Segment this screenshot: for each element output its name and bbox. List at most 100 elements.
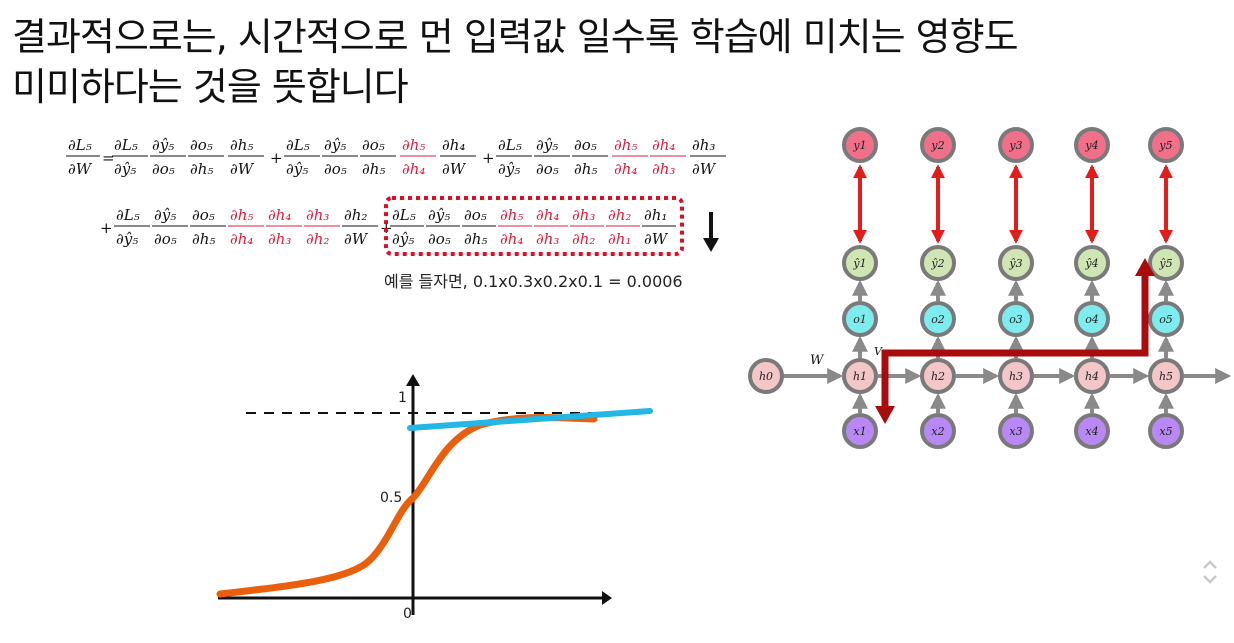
- node-x3-label: x3: [1009, 425, 1022, 438]
- svg-text:∂ŷ₅: ∂ŷ₅: [114, 160, 136, 178]
- node-y3-label: y3: [1008, 139, 1022, 152]
- svg-text:∂h₂: ∂h₂: [608, 206, 631, 224]
- svg-text:∂h₅: ∂h₅: [574, 160, 597, 178]
- svg-text:∂o₅: ∂o₅: [428, 230, 451, 248]
- svg-text:∂h₅: ∂h₅: [192, 230, 215, 248]
- node-y2-label: y2: [930, 139, 944, 152]
- node-y4-label: y4: [1084, 139, 1098, 152]
- scroll-arrows-icon[interactable]: [1198, 556, 1222, 588]
- svg-text:∂L₅: ∂L₅: [392, 206, 416, 224]
- svg-text:∂ŷ₅: ∂ŷ₅: [392, 230, 414, 248]
- svg-text:∂W: ∂W: [692, 160, 717, 178]
- node-o1: o1: [842, 301, 878, 337]
- node-yhat2: ŷ2: [920, 245, 956, 281]
- node-o4: o4: [1074, 301, 1110, 337]
- node-h4-label: h4: [1085, 370, 1099, 383]
- svg-text:∂L₅: ∂L₅: [68, 136, 92, 154]
- node-o5-label: o5: [1159, 313, 1173, 326]
- node-h1-label: h1: [853, 370, 867, 383]
- svg-text:∂o₅: ∂o₅: [152, 160, 175, 178]
- label-half: 0.5: [380, 490, 402, 506]
- svg-text:∂o₅: ∂o₅: [154, 230, 177, 248]
- node-y2: y2: [920, 127, 956, 163]
- node-y4: y4: [1074, 127, 1110, 163]
- node-y5-label: y5: [1158, 139, 1172, 152]
- node-yhat3-label: ŷ3: [1008, 257, 1022, 270]
- svg-text:∂h₃: ∂h₃: [572, 206, 595, 224]
- example-caption: 예를 들자면, 0.1x0.3x0.2x0.1 = 0.0006: [384, 272, 683, 291]
- svg-text:∂L₅: ∂L₅: [286, 136, 310, 154]
- svg-text:∂ŷ₅: ∂ŷ₅: [498, 160, 520, 178]
- svg-text:∂h₄: ∂h₄: [402, 160, 425, 178]
- node-x1: x1: [842, 413, 878, 449]
- node-h5: h5: [1148, 358, 1184, 394]
- node-x3: x3: [998, 413, 1034, 449]
- node-x5: x5: [1148, 413, 1184, 449]
- svg-text:∂L₅: ∂L₅: [114, 136, 138, 154]
- slide-title: 결과적으로는, 시간적으로 먼 입력값 일수록 학습에 미치는 영향도 미미하다…: [12, 12, 1112, 112]
- rnn-diagram: h0 y1 ŷ1 o1 h1 x1 y2 ŷ2 o2 h2 x2 y3 ŷ3 o3 h3 x3 y4 ŷ4 o4 h4…: [748, 127, 1232, 449]
- node-h3: h3: [998, 358, 1034, 394]
- node-y3: y3: [998, 127, 1034, 163]
- node-y5: y5: [1148, 127, 1184, 163]
- node-x1-label: x1: [853, 425, 866, 438]
- node-o2: o2: [920, 301, 956, 337]
- node-yhat1: ŷ1: [842, 245, 878, 281]
- svg-text:∂h₃: ∂h₃: [536, 230, 559, 248]
- svg-text:∂ŷ₅: ∂ŷ₅: [428, 206, 450, 224]
- node-h1: h1: [842, 358, 878, 394]
- node-h5-label: h5: [1159, 370, 1173, 383]
- svg-text:∂h₄: ∂h₄: [268, 206, 291, 224]
- svg-text:∂h₅: ∂h₅: [464, 230, 487, 248]
- svg-text:∂h₃: ∂h₃: [652, 160, 675, 178]
- node-yhat1-label: ŷ1: [852, 257, 866, 270]
- label-w: W: [810, 353, 825, 368]
- svg-text:∂h₅: ∂h₅: [190, 160, 213, 178]
- y-axis-arrow: [406, 374, 420, 386]
- svg-text:∂h₄: ∂h₄: [230, 230, 253, 248]
- node-o3: o3: [998, 301, 1034, 337]
- svg-text:∂ŷ₅: ∂ŷ₅: [286, 160, 308, 178]
- svg-text:∂ŷ₅: ∂ŷ₅: [116, 230, 138, 248]
- svg-text:∂h₃: ∂h₃: [306, 206, 329, 224]
- svg-text:∂W: ∂W: [68, 160, 93, 178]
- label-one: 1: [398, 390, 407, 406]
- node-x5-label: x5: [1159, 425, 1172, 438]
- node-x4-label: x4: [1085, 425, 1098, 438]
- sigmoid-curve: [216, 413, 598, 598]
- svg-text:∂h₁: ∂h₁: [608, 230, 631, 248]
- svg-text:∂o₅: ∂o₅: [574, 136, 597, 154]
- sigmoid-plot: 1 0.5 0: [216, 374, 653, 622]
- svg-text:+: +: [270, 149, 283, 167]
- node-h2-label: h2: [931, 370, 945, 383]
- node-h4: h4: [1074, 358, 1110, 394]
- svg-text:∂W: ∂W: [644, 230, 669, 248]
- node-o2-label: o2: [931, 313, 945, 326]
- svg-text:∂ŷ₅: ∂ŷ₅: [152, 136, 174, 154]
- svg-text:∂h₅: ∂h₅: [230, 136, 253, 154]
- down-arrow-icon: [703, 212, 719, 252]
- rnn-edges: [782, 164, 1232, 413]
- svg-text:∂L₅: ∂L₅: [498, 136, 522, 154]
- node-o5: o5: [1148, 301, 1184, 337]
- svg-text:∂h₄: ∂h₄: [652, 136, 675, 154]
- node-y1-label: y1: [852, 139, 866, 152]
- slide-title-line2: 미미하다는 것을 뜻합니다: [12, 65, 409, 109]
- formula-row-2: + ∂L₅ ∂ŷ₅ ∂ŷ₅ ∂o₅ ∂o₅ ∂h₅ ∂h₅ ∂h₄ ∂h₄ ∂h₃ ∂h₃…: [100, 206, 676, 248]
- svg-text:∂W: ∂W: [442, 160, 467, 178]
- svg-text:∂ŷ₅: ∂ŷ₅: [536, 136, 558, 154]
- svg-text:∂ŷ₅: ∂ŷ₅: [324, 136, 346, 154]
- slide-title-line1: 결과적으로는, 시간적으로 먼 입력값 일수록 학습에 미치는 영향도: [12, 15, 1019, 59]
- node-y1: y1: [842, 127, 878, 163]
- svg-text:∂o₅: ∂o₅: [190, 136, 213, 154]
- svg-text:+: +: [482, 149, 495, 167]
- svg-text:∂h₅: ∂h₅: [500, 206, 523, 224]
- node-h0: h0: [748, 358, 784, 394]
- node-yhat2-label: ŷ2: [930, 257, 944, 270]
- node-yhat4-label: ŷ4: [1084, 257, 1098, 270]
- svg-text:∂h₅: ∂h₅: [362, 160, 385, 178]
- svg-text:∂L₅: ∂L₅: [116, 206, 140, 224]
- node-o1-label: o1: [853, 313, 867, 326]
- svg-text:∂h₅: ∂h₅: [402, 136, 425, 154]
- svg-text:∂h₂: ∂h₂: [306, 230, 329, 248]
